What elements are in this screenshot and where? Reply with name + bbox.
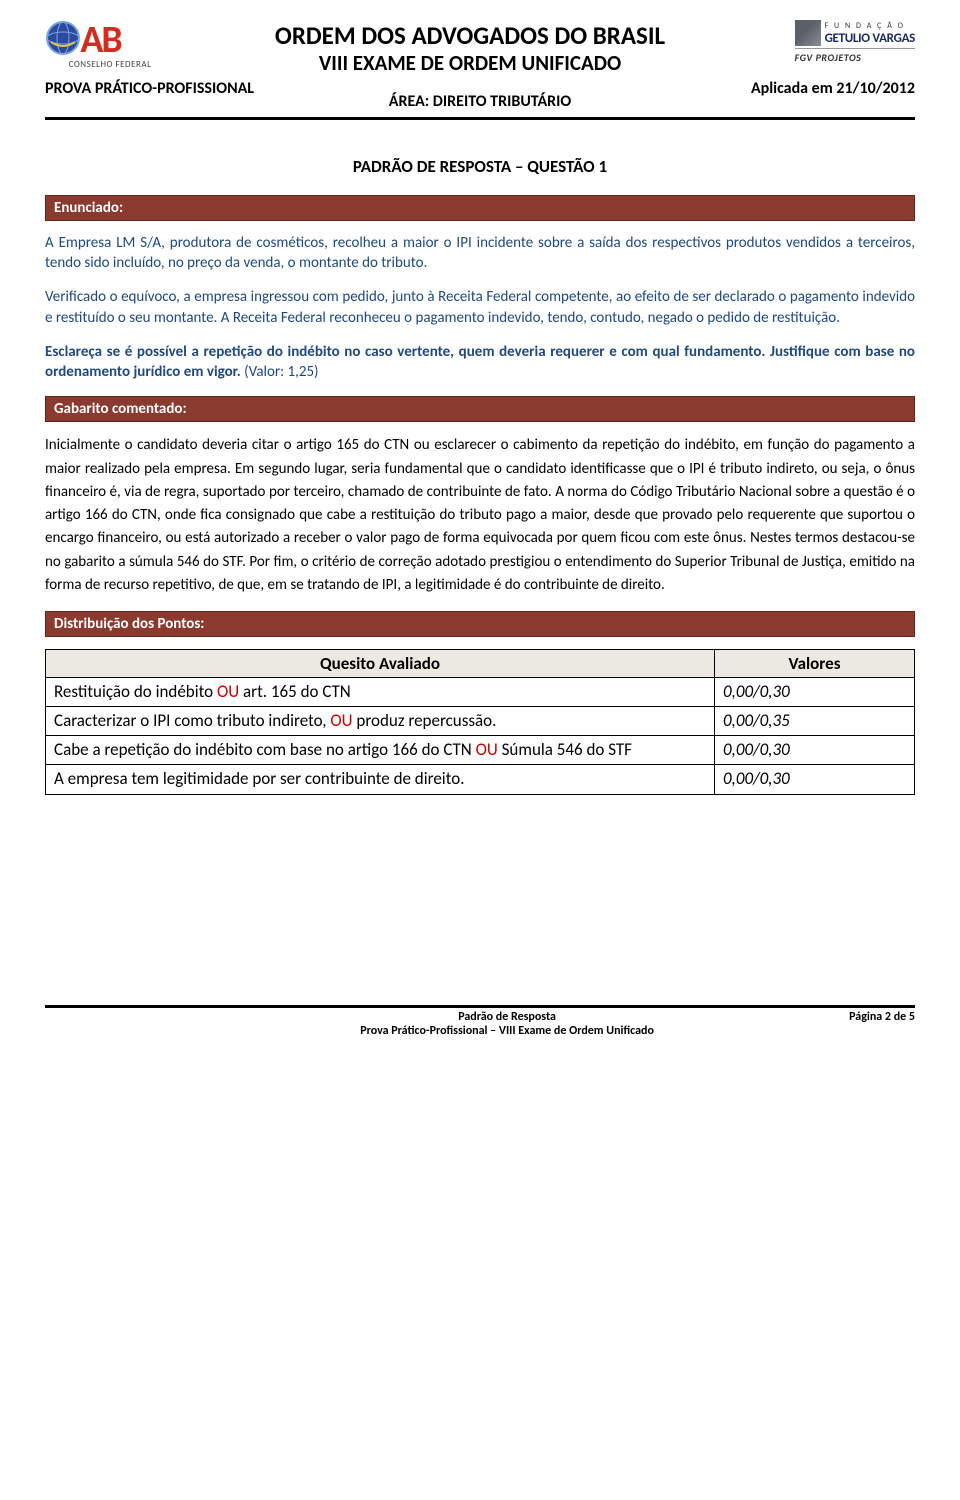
enunciado-p2: Verificado o equívoco, a empresa ingress… <box>45 287 915 328</box>
oab-globe-icon <box>45 20 81 61</box>
table-row: A empresa tem legitimidade por ser contr… <box>46 765 915 794</box>
enunciado-body: A Empresa LM S/A, produtora de cosmético… <box>45 233 915 383</box>
enunciado-p1: A Empresa LM S/A, produtora de cosmético… <box>45 233 915 274</box>
fgv-proj: FGV PROJETOS <box>795 51 915 64</box>
row-qa: A empresa tem legitimidade por ser contr… <box>54 768 464 789</box>
fgv-name: GETULIO VARGAS <box>825 31 915 46</box>
center-title: ORDEM DOS ADVOGADOS DO BRASIL VIII EXAME… <box>175 18 765 75</box>
aplicada-label: Aplicada em 21/10/2012 <box>751 79 915 98</box>
row-qb: produz repercussão. <box>353 710 497 731</box>
enunciado-p3-bold: Esclareça se é possível a repetição do i… <box>45 343 915 381</box>
question-title: PADRÃO DE RESPOSTA – QUESTÃO 1 <box>45 156 915 177</box>
header: AB CONSELHO FEDERAL ORDEM DOS ADVOGADOS … <box>45 18 915 75</box>
row-val: 0,00/0,35 <box>715 707 915 736</box>
header-divider <box>45 117 915 120</box>
row-qa: Restituição do indébito <box>54 681 217 702</box>
row-val: 0,00/0,30 <box>715 678 915 707</box>
prova-label: PROVA PRÁTICO-PROFISSIONAL <box>45 79 254 98</box>
fgv-fund: F U N D A Ç Ã O <box>825 21 915 31</box>
section-enunciado: Enunciado: <box>45 195 915 221</box>
exam-title: VIII EXAME DE ORDEM UNIFICADO <box>175 51 765 75</box>
row-val: 0,00/0,30 <box>715 736 915 765</box>
footer-line1: Padrão de Resposta <box>165 1010 849 1024</box>
row-qa: Caracterizar o IPI como tributo indireto… <box>54 710 330 731</box>
points-table: Quesito Avaliado Valores Restituição do … <box>45 649 915 794</box>
row-val: 0,00/0,30 <box>715 765 915 794</box>
col-quesito: Quesito Avaliado <box>46 650 715 678</box>
col-valores: Valores <box>715 650 915 678</box>
enunciado-p3: Esclareça se é possível a repetição do i… <box>45 342 915 383</box>
section-pontos: Distribuição dos Pontos: <box>45 611 915 637</box>
row-or: OU <box>330 710 352 731</box>
table-row: Restituição do indébito OU art. 165 do C… <box>46 678 915 707</box>
fgv-square-icon <box>795 20 821 46</box>
oab-logo-block: AB CONSELHO FEDERAL <box>45 18 175 70</box>
gabarito-body: Inicialmente o candidato deveria citar o… <box>45 434 915 597</box>
row-or: OU <box>476 739 498 760</box>
row-qb: art. 165 do CTN <box>239 681 351 702</box>
row-qb: Súmula 546 do STF <box>498 739 632 760</box>
fgv-logo-block: F U N D A Ç Ã O GETULIO VARGAS FGV PROJE… <box>765 18 915 66</box>
table-row: Caracterizar o IPI como tributo indireto… <box>46 707 915 736</box>
enunciado-p3-valor: (Valor: 1,25) <box>241 363 319 381</box>
table-row: Cabe a repetição do indébito com base no… <box>46 736 915 765</box>
footer: Padrão de Resposta Prova Prático-Profiss… <box>45 1005 915 1039</box>
section-gabarito: Gabarito comentado: <box>45 396 915 422</box>
oab-letters: AB <box>80 25 120 55</box>
row-or: OU <box>217 681 239 702</box>
footer-line2: Prova Prático-Profissional – VIII Exame … <box>165 1024 849 1038</box>
footer-page: Página 2 de 5 <box>849 1010 915 1024</box>
org-title: ORDEM DOS ADVOGADOS DO BRASIL <box>175 22 765 51</box>
row-qa: Cabe a repetição do indébito com base no… <box>54 739 476 760</box>
